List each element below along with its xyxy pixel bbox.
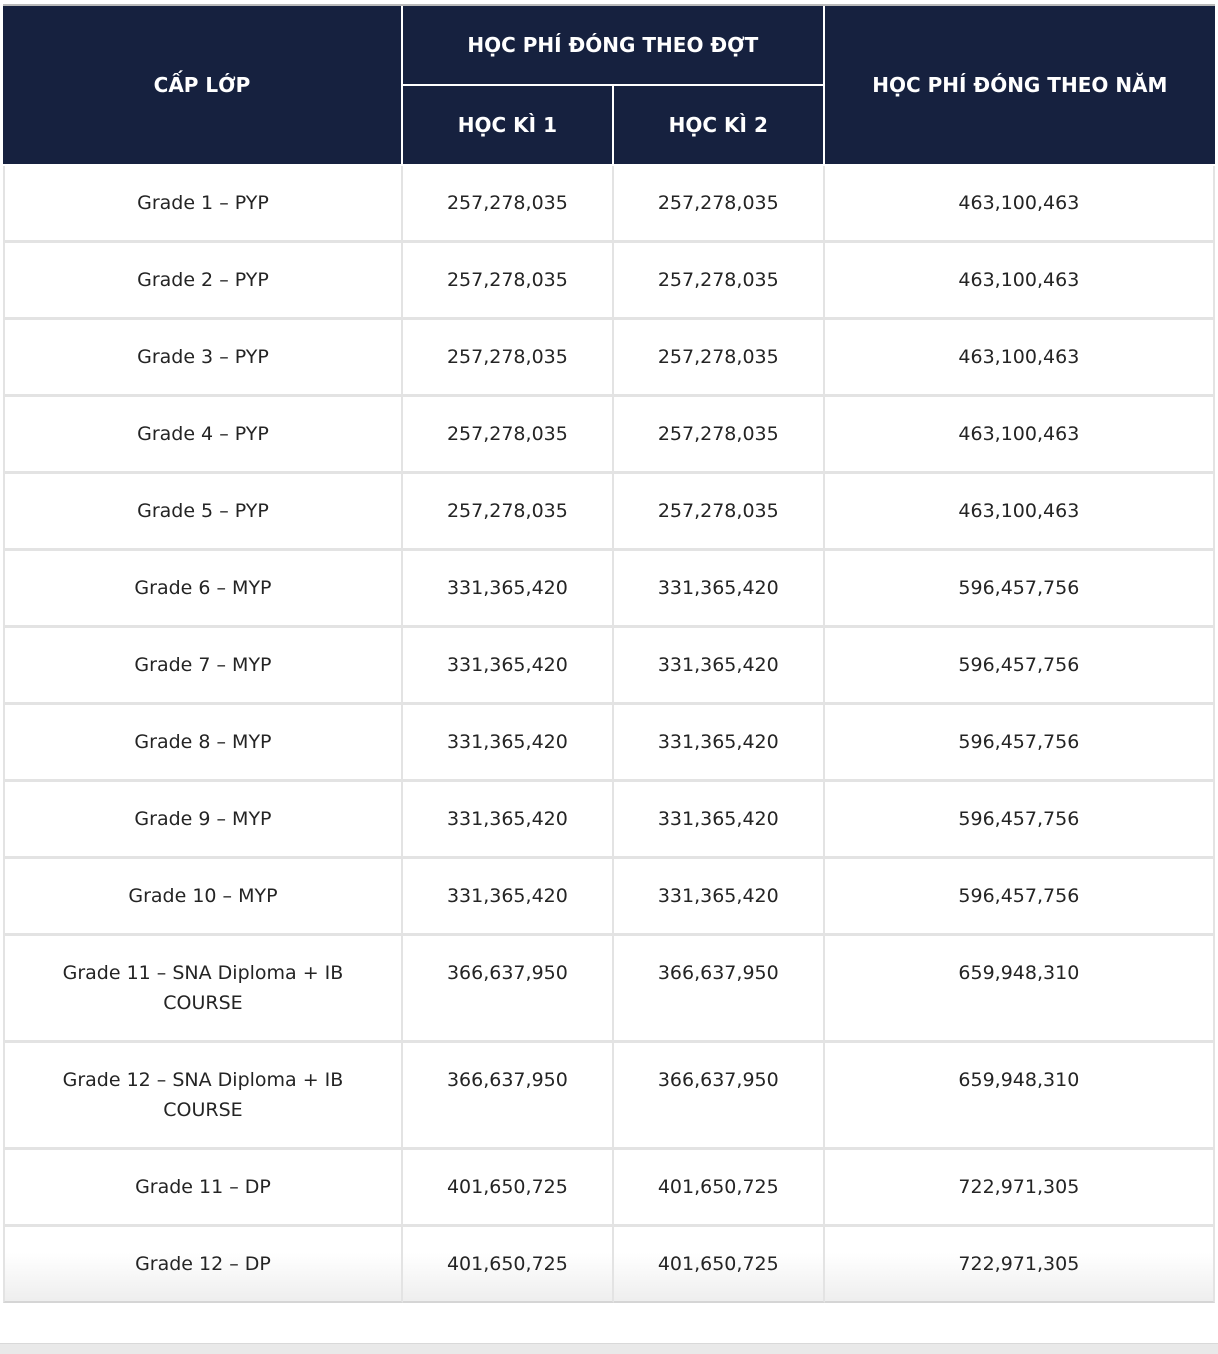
- col-header-grade-level: CẤP LỚP: [3, 6, 403, 166]
- grade-cell: Grade 12 – SNA Diploma + IB COURSE: [3, 1043, 403, 1150]
- table-row: Grade 9 – MYP 331,365,420 331,365,420 596,4…: [3, 782, 1215, 859]
- annual-fee-cell: 463,100,463: [824, 474, 1215, 551]
- table-header: CẤP LỚP HỌC PHÍ ĐÓNG THEO ĐỢT HỌC PHÍ ĐÓ…: [3, 6, 1215, 166]
- semester-2-cell: 257,278,035: [613, 166, 825, 243]
- col-header-per-term-group: HỌC PHÍ ĐÓNG THEO ĐỢT: [402, 6, 825, 86]
- semester-1-cell: 257,278,035: [402, 474, 614, 551]
- annual-fee-cell: 659,948,310: [824, 936, 1215, 1043]
- table-row: Grade 6 – MYP 331,365,420 331,365,420 596,4…: [3, 551, 1215, 628]
- annual-fee-cell: 463,100,463: [824, 166, 1215, 243]
- annual-fee-cell: 596,457,756: [824, 551, 1215, 628]
- semester-1-cell: 331,365,420: [402, 782, 614, 859]
- grade-cell: Grade 1 – PYP: [3, 166, 403, 243]
- semester-2-cell: 366,637,950: [613, 1043, 825, 1150]
- semester-2-cell: 366,637,950: [613, 936, 825, 1043]
- table-row: Grade 11 – SNA Diploma + IB COURSE 366,63…: [3, 936, 1215, 1043]
- semester-1-cell: 366,637,950: [402, 936, 614, 1043]
- annual-fee-cell: 596,457,756: [824, 859, 1215, 936]
- semester-2-cell: 257,278,035: [613, 397, 825, 474]
- grade-cell: Grade 3 – PYP: [3, 320, 403, 397]
- semester-2-cell: 401,650,725: [613, 1227, 825, 1303]
- semester-1-cell: 331,365,420: [402, 859, 614, 936]
- annual-fee-cell: 722,971,305: [824, 1227, 1215, 1303]
- annual-fee-cell: 596,457,756: [824, 782, 1215, 859]
- header-row-1: CẤP LỚP HỌC PHÍ ĐÓNG THEO ĐỢT HỌC PHÍ ĐÓ…: [3, 6, 1215, 166]
- annual-fee-cell: 659,948,310: [824, 1043, 1215, 1150]
- grade-cell: Grade 8 – MYP: [3, 705, 403, 782]
- table-body: Grade 1 – PYP 257,278,035 257,278,035 463,1…: [3, 166, 1215, 1303]
- annual-fee-cell: 596,457,756: [824, 628, 1215, 705]
- table-row: Grade 11 – DP 401,650,725 401,650,725 722,9…: [3, 1150, 1215, 1227]
- semester-2-cell: 331,365,420: [613, 782, 825, 859]
- annual-fee-cell: 463,100,463: [824, 243, 1215, 320]
- semester-1-cell: 366,637,950: [402, 1043, 614, 1150]
- semester-1-cell: 257,278,035: [402, 320, 614, 397]
- grade-cell: Grade 5 – PYP: [3, 474, 403, 551]
- semester-2-cell: 257,278,035: [613, 474, 825, 551]
- semester-1-cell: 257,278,035: [402, 166, 614, 243]
- semester-1-cell: 331,365,420: [402, 551, 614, 628]
- table-row: Grade 7 – MYP 331,365,420 331,365,420 596,4…: [3, 628, 1215, 705]
- header-row-2: HỌC KÌ 1 HỌC KÌ 2: [3, 86, 1215, 166]
- grade-cell: Grade 12 – DP: [3, 1227, 403, 1303]
- table-row: Grade 3 – PYP 257,278,035 257,278,035 463,1…: [3, 320, 1215, 397]
- table-row: Grade 8 – MYP 331,365,420 331,365,420 596,4…: [3, 705, 1215, 782]
- semester-2-cell: 331,365,420: [613, 628, 825, 705]
- table-row: Grade 12 – SNA Diploma + IB COURSE 366,63…: [3, 1043, 1215, 1150]
- semester-2-cell: 331,365,420: [613, 551, 825, 628]
- tuition-fee-table: CẤP LỚP HỌC PHÍ ĐÓNG THEO ĐỢT HỌC PHÍ ĐÓ…: [3, 6, 1215, 1303]
- col-header-semester-2: HỌC KÌ 2: [613, 86, 825, 166]
- grade-cell: Grade 4 – PYP: [3, 397, 403, 474]
- semester-2-cell: 401,650,725: [613, 1150, 825, 1227]
- semester-1-cell: 257,278,035: [402, 397, 614, 474]
- grade-cell: Grade 7 – MYP: [3, 628, 403, 705]
- semester-1-cell: 401,650,725: [402, 1150, 614, 1227]
- table-row: Grade 2 – PYP 257,278,035 257,278,035 463,1…: [3, 243, 1215, 320]
- table-row: Grade 4 – PYP 257,278,035 257,278,035 463,1…: [3, 397, 1215, 474]
- semester-1-cell: 257,278,035: [402, 243, 614, 320]
- col-header-annual-fee: HỌC PHÍ ĐÓNG THEO NĂM: [824, 6, 1215, 166]
- semester-2-cell: 331,365,420: [613, 705, 825, 782]
- semester-1-cell: 331,365,420: [402, 705, 614, 782]
- table-row: Grade 5 – PYP 257,278,035 257,278,035 463,1…: [3, 474, 1215, 551]
- table-row: Grade 10 – MYP 331,365,420 331,365,420 596,…: [3, 859, 1215, 936]
- annual-fee-cell: 463,100,463: [824, 320, 1215, 397]
- table-row: Grade 1 – PYP 257,278,035 257,278,035 463,1…: [3, 166, 1215, 243]
- grade-cell: Grade 6 – MYP: [3, 551, 403, 628]
- annual-fee-cell: 596,457,756: [824, 705, 1215, 782]
- semester-2-cell: 331,365,420: [613, 859, 825, 936]
- tuition-table-wrap: CẤP LỚP HỌC PHÍ ĐÓNG THEO ĐỢT HỌC PHÍ ĐÓ…: [3, 4, 1215, 1303]
- grade-cell: Grade 10 – MYP: [3, 859, 403, 936]
- annual-fee-cell: 463,100,463: [824, 397, 1215, 474]
- col-header-semester-1: HỌC KÌ 1: [402, 86, 614, 166]
- grade-cell: Grade 2 – PYP: [3, 243, 403, 320]
- semester-1-cell: 401,650,725: [402, 1227, 614, 1303]
- semester-2-cell: 257,278,035: [613, 243, 825, 320]
- page-bottom-strip: [0, 1343, 1218, 1354]
- semester-1-cell: 331,365,420: [402, 628, 614, 705]
- grade-cell: Grade 11 – DP: [3, 1150, 403, 1227]
- grade-cell: Grade 11 – SNA Diploma + IB COURSE: [3, 936, 403, 1043]
- annual-fee-cell: 722,971,305: [824, 1150, 1215, 1227]
- table-row: Grade 12 – DP 401,650,725 401,650,725 722,9…: [3, 1227, 1215, 1303]
- semester-2-cell: 257,278,035: [613, 320, 825, 397]
- grade-cell: Grade 9 – MYP: [3, 782, 403, 859]
